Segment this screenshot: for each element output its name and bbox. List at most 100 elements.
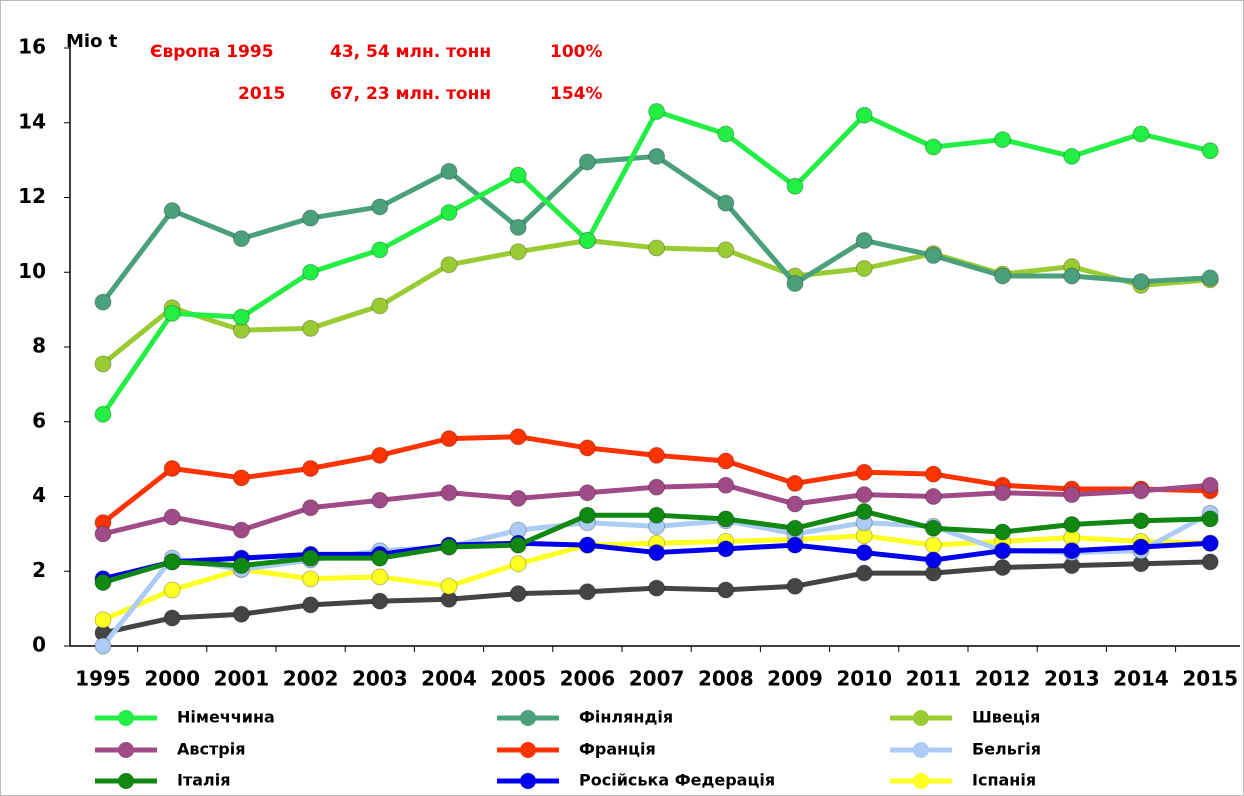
point (440, 203, 458, 221)
legend-marker (520, 773, 536, 789)
x-tick-label: 1995 (75, 667, 131, 691)
point (163, 459, 181, 477)
point (924, 536, 942, 554)
point (509, 585, 527, 603)
point (440, 430, 458, 448)
annotation: 2015 (238, 84, 285, 104)
point (1132, 538, 1150, 556)
y-tick-label: 10 (18, 259, 46, 283)
point (717, 476, 735, 494)
point (440, 538, 458, 556)
point (94, 637, 112, 655)
point (509, 166, 527, 184)
x-tick-label: 2010 (836, 667, 892, 691)
point (509, 218, 527, 236)
point (855, 260, 873, 278)
point (578, 583, 596, 601)
point (648, 544, 666, 562)
x-tick-label: 2013 (1044, 667, 1100, 691)
point (994, 131, 1012, 149)
y-tick-label: 6 (32, 408, 46, 432)
legend-marker (118, 710, 134, 726)
point (924, 246, 942, 264)
point (1201, 534, 1219, 552)
point (440, 484, 458, 502)
point (94, 405, 112, 423)
point (94, 611, 112, 629)
point (994, 523, 1012, 541)
point (94, 293, 112, 311)
legend-label: Бельгія (972, 740, 1041, 759)
y-tick-label: 12 (18, 184, 46, 208)
annotation: Європа 1995 (150, 42, 274, 62)
point (302, 319, 320, 337)
point (371, 549, 389, 567)
point (924, 138, 942, 156)
point (1132, 273, 1150, 291)
point (786, 274, 804, 292)
legend-marker (913, 742, 929, 758)
point (1132, 482, 1150, 500)
point (717, 452, 735, 470)
annotation: 43, 54 млн. тонн (330, 42, 491, 62)
point (578, 484, 596, 502)
y-tick-label: 0 (32, 633, 46, 657)
point (302, 209, 320, 227)
point (578, 231, 596, 249)
point (648, 506, 666, 524)
point (994, 484, 1012, 502)
legend-label: Російська Федерація (579, 771, 775, 790)
point (302, 549, 320, 567)
point (1201, 476, 1219, 494)
point (786, 519, 804, 537)
annotation: 154% (550, 84, 603, 104)
point (786, 577, 804, 595)
y-tick-label: 14 (18, 109, 46, 133)
point (1132, 125, 1150, 143)
point (1063, 486, 1081, 504)
point (509, 243, 527, 261)
legend-marker (913, 773, 929, 789)
point (648, 478, 666, 496)
point (371, 198, 389, 216)
point (232, 230, 250, 248)
point (232, 521, 250, 539)
point (648, 446, 666, 464)
point (371, 568, 389, 586)
legend-label: Франція (579, 740, 656, 759)
point (371, 592, 389, 610)
point (855, 231, 873, 249)
point (232, 557, 250, 575)
annotation: 67, 23 млн. тонн (330, 84, 491, 104)
point (648, 239, 666, 257)
annotation: 100% (550, 42, 603, 62)
point (509, 555, 527, 573)
point (994, 542, 1012, 560)
point (717, 510, 735, 528)
x-tick-label: 2008 (698, 667, 754, 691)
point (855, 486, 873, 504)
point (302, 499, 320, 517)
point (994, 267, 1012, 285)
point (648, 103, 666, 121)
point (717, 194, 735, 212)
point (855, 502, 873, 520)
x-tick-label: 2002 (283, 667, 339, 691)
point (1201, 510, 1219, 528)
point (786, 177, 804, 195)
legend-label: Австрія (177, 740, 245, 759)
point (232, 308, 250, 326)
legend-marker (913, 710, 929, 726)
point (94, 573, 112, 591)
point (1201, 553, 1219, 571)
point (717, 241, 735, 259)
point (1063, 516, 1081, 534)
point (440, 162, 458, 180)
x-tick-label: 2001 (214, 667, 270, 691)
point (578, 153, 596, 171)
point (1201, 269, 1219, 287)
point (1063, 542, 1081, 560)
point (924, 551, 942, 569)
x-tick-label: 2000 (144, 667, 200, 691)
point (302, 263, 320, 281)
